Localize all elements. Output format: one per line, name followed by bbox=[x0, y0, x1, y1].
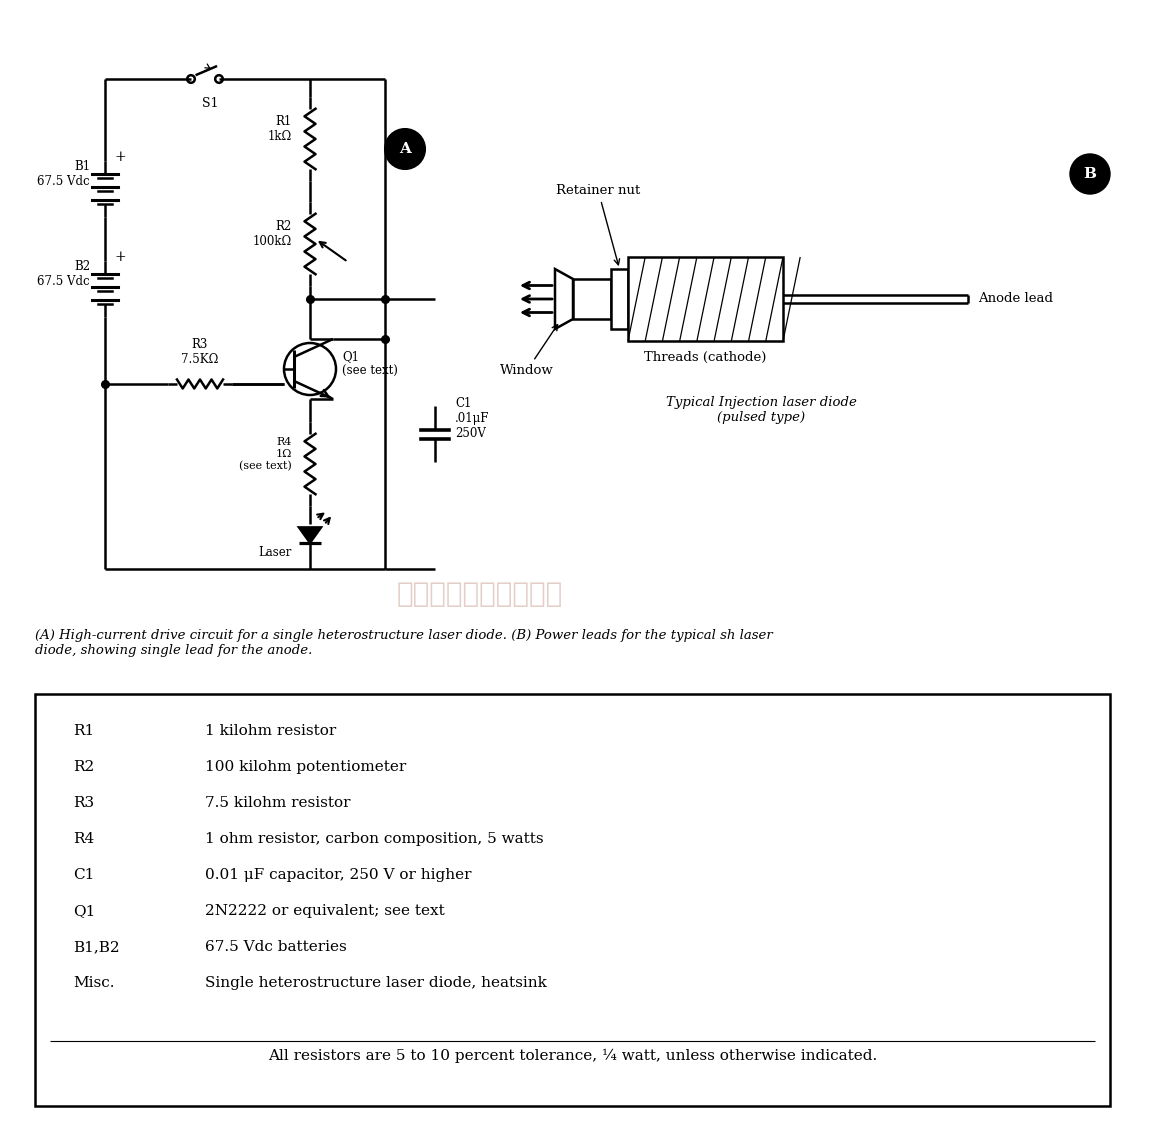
Text: C1
.01μF
250V: C1 .01μF 250V bbox=[455, 398, 490, 441]
Text: 1 kilohm resistor: 1 kilohm resistor bbox=[205, 724, 336, 738]
Text: 7.5 kilohm resistor: 7.5 kilohm resistor bbox=[205, 796, 351, 810]
Bar bbox=[34, 694, 1110, 1106]
Text: (A) High-current drive circuit for a single heterostructure laser diode. (B) Pow: (A) High-current drive circuit for a sin… bbox=[34, 629, 773, 658]
Text: B1,B2: B1,B2 bbox=[72, 940, 120, 954]
Text: Laser: Laser bbox=[259, 546, 292, 559]
Text: Q1: Q1 bbox=[72, 904, 95, 918]
Text: 1 ohm resistor, carbon composition, 5 watts: 1 ohm resistor, carbon composition, 5 wa… bbox=[205, 832, 544, 846]
Text: 67.5 Vdc batteries: 67.5 Vdc batteries bbox=[205, 940, 347, 954]
Bar bbox=[573, 279, 611, 319]
Text: R1
1kΩ: R1 1kΩ bbox=[268, 115, 292, 143]
Text: Q1
(see text): Q1 (see text) bbox=[342, 350, 398, 378]
Text: All resistors are 5 to 10 percent tolerance, ¼ watt, unless otherwise indicated.: All resistors are 5 to 10 percent tolera… bbox=[268, 1049, 877, 1063]
Bar bbox=[628, 257, 783, 341]
Text: 0.01 μF capacitor, 250 V or higher: 0.01 μF capacitor, 250 V or higher bbox=[205, 868, 471, 882]
Text: Threads (cathode): Threads (cathode) bbox=[644, 351, 767, 364]
Text: R4
1Ω
(see text): R4 1Ω (see text) bbox=[239, 437, 292, 471]
Text: Single heterostructure laser diode, heatsink: Single heterostructure laser diode, heat… bbox=[205, 976, 547, 990]
Text: Anode lead: Anode lead bbox=[978, 292, 1053, 306]
Polygon shape bbox=[299, 527, 321, 543]
Bar bbox=[611, 269, 628, 329]
Text: R4: R4 bbox=[72, 832, 94, 846]
Text: Typical Injection laser diode
(pulsed type): Typical Injection laser diode (pulsed ty… bbox=[666, 396, 857, 424]
Text: B2
67.5 Vdc: B2 67.5 Vdc bbox=[37, 260, 90, 288]
Text: B1
67.5 Vdc: B1 67.5 Vdc bbox=[37, 160, 90, 188]
Text: R3: R3 bbox=[72, 796, 94, 810]
Text: R3
7.5KΩ: R3 7.5KΩ bbox=[182, 338, 218, 366]
Text: 杭州将睿科技有限公司: 杭州将睿科技有限公司 bbox=[397, 580, 564, 608]
Text: C1: C1 bbox=[72, 868, 94, 882]
Text: +: + bbox=[114, 149, 125, 164]
Text: R2: R2 bbox=[72, 760, 94, 774]
Text: Misc.: Misc. bbox=[72, 976, 115, 990]
Text: R2
100kΩ: R2 100kΩ bbox=[253, 220, 292, 248]
Text: S1: S1 bbox=[201, 97, 218, 110]
Text: +: + bbox=[114, 250, 125, 264]
Text: R1: R1 bbox=[72, 724, 94, 738]
Text: Window: Window bbox=[500, 325, 558, 377]
Text: B: B bbox=[1083, 167, 1096, 181]
Text: A: A bbox=[399, 142, 411, 156]
Text: 2N2222 or equivalent; see text: 2N2222 or equivalent; see text bbox=[205, 904, 445, 918]
Circle shape bbox=[385, 129, 426, 169]
Text: 100 kilohm potentiometer: 100 kilohm potentiometer bbox=[205, 760, 406, 774]
Text: Retainer nut: Retainer nut bbox=[555, 184, 641, 265]
Circle shape bbox=[1070, 154, 1110, 194]
